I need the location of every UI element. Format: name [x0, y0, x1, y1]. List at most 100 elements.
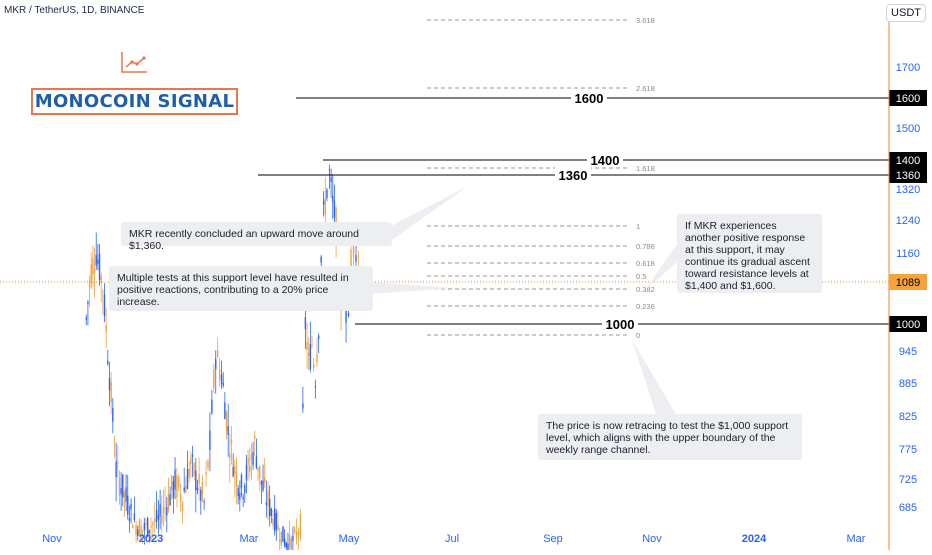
candle-body	[235, 471, 238, 487]
candle-body	[200, 490, 202, 501]
callout-response: If MKR experiences another positive resp…	[677, 214, 822, 293]
key-level-tag-label: 1360	[896, 170, 920, 182]
candle-body	[140, 525, 142, 538]
candle-body	[297, 532, 300, 536]
y-tick-label: 685	[899, 502, 917, 514]
candle-body	[347, 313, 350, 316]
candle-body	[123, 491, 126, 497]
candle-body	[275, 513, 278, 530]
candle-body	[152, 522, 154, 526]
candle-body	[242, 496, 244, 499]
candle-body	[316, 354, 318, 363]
y-tick-label: 825	[899, 411, 917, 423]
candle-body	[155, 510, 158, 522]
candle-body	[148, 530, 151, 533]
candle-body	[164, 507, 166, 509]
key-level-tag-label: 1400	[896, 155, 920, 167]
candle-body	[135, 524, 137, 536]
candle-body	[128, 517, 131, 521]
candle-body	[176, 475, 178, 498]
candle-body	[290, 537, 292, 553]
fib-level-label: 1.618	[636, 164, 655, 173]
candle-body	[239, 492, 241, 500]
candle-body	[220, 374, 223, 384]
candle-body	[209, 430, 211, 451]
candle-body	[272, 518, 274, 526]
candle-body	[102, 291, 104, 293]
candle-body	[122, 474, 124, 498]
candle-body	[162, 506, 165, 514]
y-tick-label: 945	[899, 346, 917, 358]
key-level-tag	[889, 167, 927, 183]
candle-body	[154, 518, 156, 523]
candle-body	[120, 487, 122, 495]
candle-body	[333, 201, 336, 218]
candle-body	[92, 258, 94, 275]
currency-button[interactable]: USDT	[886, 4, 926, 22]
candle-body	[133, 513, 136, 521]
candle-body	[107, 360, 109, 364]
candle-body	[299, 514, 302, 537]
current-price-label: 1089	[896, 277, 920, 289]
candle-body	[324, 197, 326, 215]
candle-body	[244, 485, 246, 493]
candle-body	[267, 491, 269, 507]
fib-level-label: 0.5	[636, 272, 646, 281]
callout-pointer	[632, 340, 676, 414]
x-tick-label: 2023	[139, 533, 163, 545]
candle-body	[257, 467, 259, 471]
x-tick-label: Jul	[445, 533, 459, 545]
candle-body	[225, 412, 228, 432]
candle-body	[234, 465, 236, 475]
candle-body	[312, 363, 315, 368]
y-tick-label: 1160	[896, 248, 920, 260]
candle-body	[207, 460, 209, 468]
candle-body	[260, 480, 263, 485]
candle-body	[245, 464, 248, 481]
fib-level-label: 0.786	[636, 242, 655, 251]
candle-body	[278, 539, 281, 543]
candle-body	[320, 256, 322, 263]
candle-body	[203, 501, 205, 503]
candle-body	[250, 454, 253, 461]
candle-body	[146, 518, 149, 537]
candle-body	[326, 189, 328, 199]
y-tick-label: 725	[899, 474, 917, 486]
key-level-label-bg	[571, 90, 607, 105]
candle-body	[161, 514, 163, 524]
callout-support-tests: Multiple tests at this support level hav…	[109, 266, 373, 311]
key-level-label: 1360	[559, 168, 588, 183]
candle-body	[255, 456, 258, 468]
candle-body	[262, 480, 264, 491]
candle-body	[352, 234, 355, 258]
key-level-tag	[889, 90, 927, 106]
candle-body	[280, 531, 283, 546]
candle-body	[143, 523, 146, 530]
callout-retrace: The price is now retracing to test the $…	[538, 414, 802, 460]
candle-body	[314, 386, 317, 388]
candle-body	[142, 530, 144, 532]
candle-body	[317, 335, 320, 339]
candle-body	[268, 498, 271, 517]
candle-body	[201, 482, 204, 495]
candle-body	[172, 481, 175, 498]
candle-body	[110, 381, 112, 403]
candle-body	[178, 476, 180, 488]
candle-body	[311, 344, 313, 346]
candle-body	[97, 259, 99, 264]
y-tick-label: 1320	[896, 184, 920, 196]
candle-body	[273, 508, 276, 532]
candle-body	[295, 530, 298, 540]
candle-body	[166, 507, 168, 516]
candle-body	[237, 488, 239, 497]
x-tick-label: Mar	[847, 533, 866, 545]
candle-body	[224, 402, 226, 420]
candle-body	[293, 529, 296, 532]
candle-body	[240, 474, 243, 489]
candle-body	[100, 276, 102, 283]
candle-body	[132, 524, 134, 529]
candle-body	[93, 269, 96, 274]
candle-body	[105, 325, 107, 333]
